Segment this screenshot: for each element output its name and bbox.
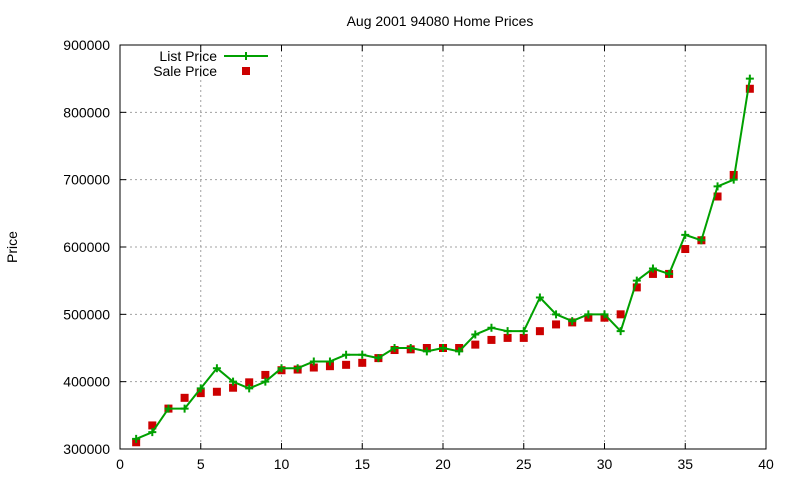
- y-axis-label: Price: [4, 231, 20, 263]
- sale-price-point: [713, 192, 722, 201]
- sale-price-point: [616, 310, 625, 319]
- list-price-point: [293, 364, 302, 373]
- list-price-point: [406, 344, 415, 352]
- list-price-point: [600, 310, 609, 319]
- list-price-point: [325, 357, 334, 366]
- sale-price-point: [180, 393, 189, 402]
- list-price-point: [358, 350, 367, 359]
- x-tick-label: 25: [516, 456, 532, 472]
- list-price-point: [535, 293, 544, 302]
- list-price-point: [422, 347, 431, 356]
- y-tick-label: 700000: [63, 172, 110, 188]
- y-tick-label: 900000: [63, 37, 110, 53]
- x-tick-label: 20: [435, 456, 451, 472]
- y-tick-label: 800000: [63, 104, 110, 120]
- list-price-point: [616, 327, 625, 336]
- list-price-point: [665, 269, 674, 278]
- list-price-point: [148, 428, 157, 437]
- chart-title: Aug 2001 94080 Home Prices: [347, 13, 534, 29]
- sale-price-point: [229, 383, 238, 392]
- sale-price-point: [535, 327, 544, 336]
- list-price-point: [471, 330, 480, 339]
- sale-price-point: [358, 358, 367, 367]
- sale-price-point: [471, 340, 480, 349]
- list-price-point: [745, 74, 754, 83]
- list-price-point: [648, 264, 657, 273]
- list-price-point: [164, 404, 173, 413]
- sale-price-point: [309, 363, 318, 372]
- list-price-point: [503, 327, 512, 336]
- sale-price-point: [245, 378, 254, 387]
- sale-price-point: [196, 389, 205, 398]
- list-price-point: [309, 357, 318, 366]
- list-price-point: [374, 354, 383, 363]
- x-tick-label: 40: [758, 456, 774, 472]
- list-price-point: [261, 377, 270, 386]
- list-price-point: [245, 384, 254, 393]
- list-price-point: [132, 434, 141, 443]
- list-price-point: [584, 310, 593, 319]
- x-axis-tick-labels: 0 5 10 15 20 25 30 35 40: [116, 456, 774, 472]
- list-price-point: [229, 377, 238, 386]
- list-price-point: [681, 230, 690, 239]
- sale-price-point: [519, 333, 528, 342]
- series-list-price: [132, 74, 754, 443]
- sale-price-point: [148, 421, 157, 430]
- x-tick-label: 30: [597, 456, 613, 472]
- x-tick-label: 35: [677, 456, 693, 472]
- x-tick-label: 0: [116, 456, 124, 472]
- x-tick-label: 10: [274, 456, 290, 472]
- x-tick-label: 15: [354, 456, 370, 472]
- list-price-point: [632, 276, 641, 285]
- sale-price-point: [261, 370, 270, 379]
- legend-label-sale-price: Sale Price: [153, 63, 217, 79]
- legend-marker-list-price: [242, 52, 250, 60]
- plus-marker-icon: [242, 52, 250, 60]
- axis-ticks: [119, 44, 767, 450]
- list-price-point: [519, 327, 528, 336]
- list-price-point: [729, 175, 738, 184]
- sale-price-point: [212, 387, 221, 396]
- sale-price-point: [325, 362, 334, 371]
- list-price-point: [697, 236, 706, 245]
- sale-price-point: [503, 333, 512, 342]
- legend-marker-sale-price: [242, 67, 250, 75]
- list-price-point: [568, 317, 577, 326]
- list-price-point: [455, 347, 464, 356]
- list-price-point: [552, 310, 561, 319]
- legend-label-list-price: List Price: [159, 48, 217, 64]
- list-price-point: [342, 350, 351, 359]
- list-price-point: [713, 182, 722, 191]
- sale-price-point: [552, 320, 561, 329]
- sale-price-point: [681, 245, 690, 254]
- y-tick-label: 400000: [63, 374, 110, 390]
- sale-price-point: [487, 335, 496, 344]
- list-price-point: [487, 323, 496, 332]
- list-price-point: [196, 384, 205, 393]
- list-price-point: [390, 344, 399, 352]
- list-price-point: [180, 404, 189, 413]
- x-tick-label: 5: [197, 456, 205, 472]
- series-group: [132, 74, 754, 447]
- y-tick-label: 600000: [63, 239, 110, 255]
- list-price-point: [277, 364, 286, 373]
- sale-price-point: [648, 269, 657, 278]
- legend: List Price Sale Price: [153, 48, 268, 79]
- list-price-point: [439, 344, 447, 352]
- list-price-point: [212, 364, 221, 373]
- y-axis-tick-labels: 300000 400000 500000 600000 700000 800000 9000…: [63, 37, 110, 457]
- y-tick-label: 300000: [63, 441, 110, 457]
- sale-price-point: [745, 84, 754, 93]
- sale-price-point: [632, 283, 641, 292]
- list-price-line: [135, 78, 751, 440]
- sale-price-point: [342, 360, 351, 369]
- y-tick-label: 500000: [63, 306, 110, 322]
